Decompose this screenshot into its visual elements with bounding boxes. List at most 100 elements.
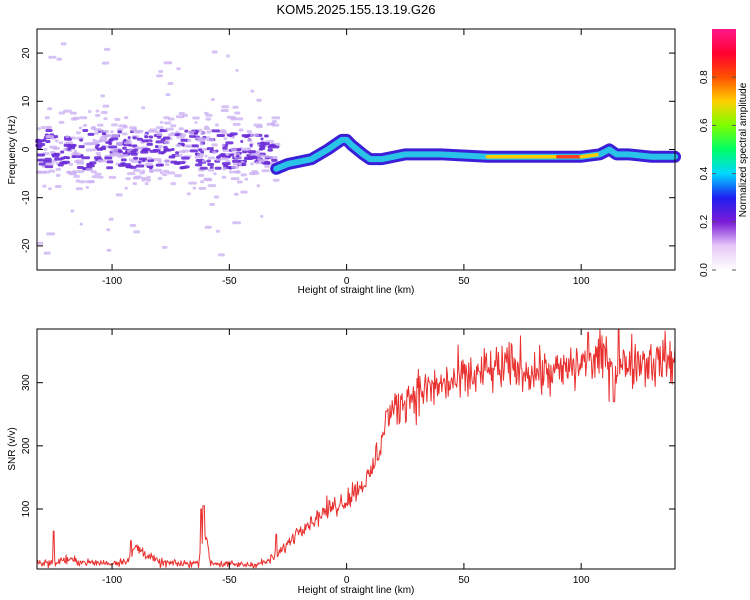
spectral-point <box>81 156 91 160</box>
ridge-core <box>273 136 678 172</box>
spectral-point <box>82 123 88 127</box>
spectral-point <box>111 123 118 127</box>
spectral-point <box>110 137 119 141</box>
spectral-point <box>204 125 209 129</box>
spectral-point <box>118 124 128 128</box>
spectral-point <box>198 186 207 190</box>
spectral-point <box>103 117 108 121</box>
spectral-point <box>221 131 228 135</box>
spectral-point <box>38 162 46 166</box>
spectral-point <box>258 147 264 151</box>
spectral-point <box>155 126 164 130</box>
colorbar-tick-label: 0.6 <box>699 118 710 132</box>
spectral-point <box>90 170 97 174</box>
ridge-segment <box>579 152 602 159</box>
spectral-point <box>232 105 239 109</box>
spectral-point <box>131 144 136 148</box>
spectral-point <box>235 117 244 121</box>
spectral-point <box>110 134 120 138</box>
spectral-point <box>260 214 264 218</box>
spectral-point <box>154 145 159 149</box>
spectral-point <box>207 168 215 172</box>
spectral-point <box>221 105 230 109</box>
spectral-point <box>75 131 82 135</box>
spectral-point <box>69 111 77 115</box>
spectral-point <box>189 134 197 138</box>
spectral-point <box>163 141 170 145</box>
spectral-point <box>55 173 61 177</box>
spectral-point <box>104 156 113 160</box>
spectral-point <box>45 129 53 133</box>
spectral-point <box>40 125 50 129</box>
y-tick-label: 20 <box>21 47 32 59</box>
spectral-point <box>148 135 154 139</box>
spectral-point <box>128 147 133 151</box>
spectral-point <box>221 162 231 166</box>
spectral-point <box>108 217 114 221</box>
x-tick-label: 0 <box>344 276 350 287</box>
spectral-point <box>66 141 74 145</box>
spectral-point <box>70 209 75 213</box>
spectral-point <box>135 164 145 168</box>
spectral-point <box>229 170 233 174</box>
spectral-point <box>204 154 208 158</box>
spectral-point <box>211 150 217 154</box>
spectral-point <box>120 158 127 162</box>
spectral-point <box>73 149 78 153</box>
spectral-point <box>197 128 203 132</box>
spectral-point <box>211 143 218 147</box>
spectral-point <box>222 167 227 171</box>
spectral-point <box>167 82 174 86</box>
spectral-point <box>76 154 82 158</box>
spectral-point <box>199 166 208 170</box>
spectral-point <box>262 142 270 146</box>
spectral-point <box>74 152 82 156</box>
spectral-point <box>243 156 253 160</box>
spectral-point <box>264 164 270 168</box>
spectral-point <box>227 153 235 157</box>
spectral-point <box>163 121 172 125</box>
spectral-point <box>197 153 205 157</box>
spectral-point <box>225 153 230 157</box>
spectral-point <box>241 150 248 154</box>
x-axis-label: Height of straight line (km) <box>298 585 415 596</box>
spectral-point <box>252 171 260 175</box>
x-tick-label: -50 <box>222 276 237 287</box>
spectral-point <box>228 166 232 170</box>
spectral-point <box>121 132 128 136</box>
spectral-point <box>229 132 238 136</box>
spectral-point <box>195 163 203 167</box>
spectral-point <box>205 113 213 117</box>
spectral-point <box>100 110 108 114</box>
spectral-point <box>101 132 107 136</box>
spectral-point <box>176 67 181 71</box>
plot-frame <box>36 328 676 570</box>
spectral-point <box>216 155 220 159</box>
spectral-point <box>36 241 44 245</box>
spectral-point <box>45 140 51 144</box>
spectral-point <box>231 165 240 169</box>
spectral-point <box>225 54 230 58</box>
spectral-point <box>55 167 62 171</box>
spectral-point <box>221 143 225 147</box>
spectral-point <box>141 178 146 182</box>
spectral-point <box>207 184 217 188</box>
spectral-point <box>88 162 94 166</box>
spectral-point <box>158 146 162 150</box>
spectral-point <box>162 149 167 153</box>
spectral-point <box>93 128 99 132</box>
spectral-point <box>79 138 84 142</box>
spectral-point <box>217 253 225 257</box>
spectral-point <box>138 160 142 164</box>
spectral-point <box>136 146 143 150</box>
colorbar-label: Normalized spectral amplitude <box>738 82 749 217</box>
spectral-point <box>162 169 170 173</box>
spectral-point <box>200 148 208 152</box>
spectral-point <box>200 132 206 136</box>
spectral-point <box>45 162 55 166</box>
spectral-point <box>42 184 47 188</box>
spectral-point <box>146 156 152 160</box>
spectral-point <box>203 177 212 181</box>
colorbar-tick-label: 0.0 <box>699 263 710 277</box>
spectral-point <box>43 159 53 163</box>
